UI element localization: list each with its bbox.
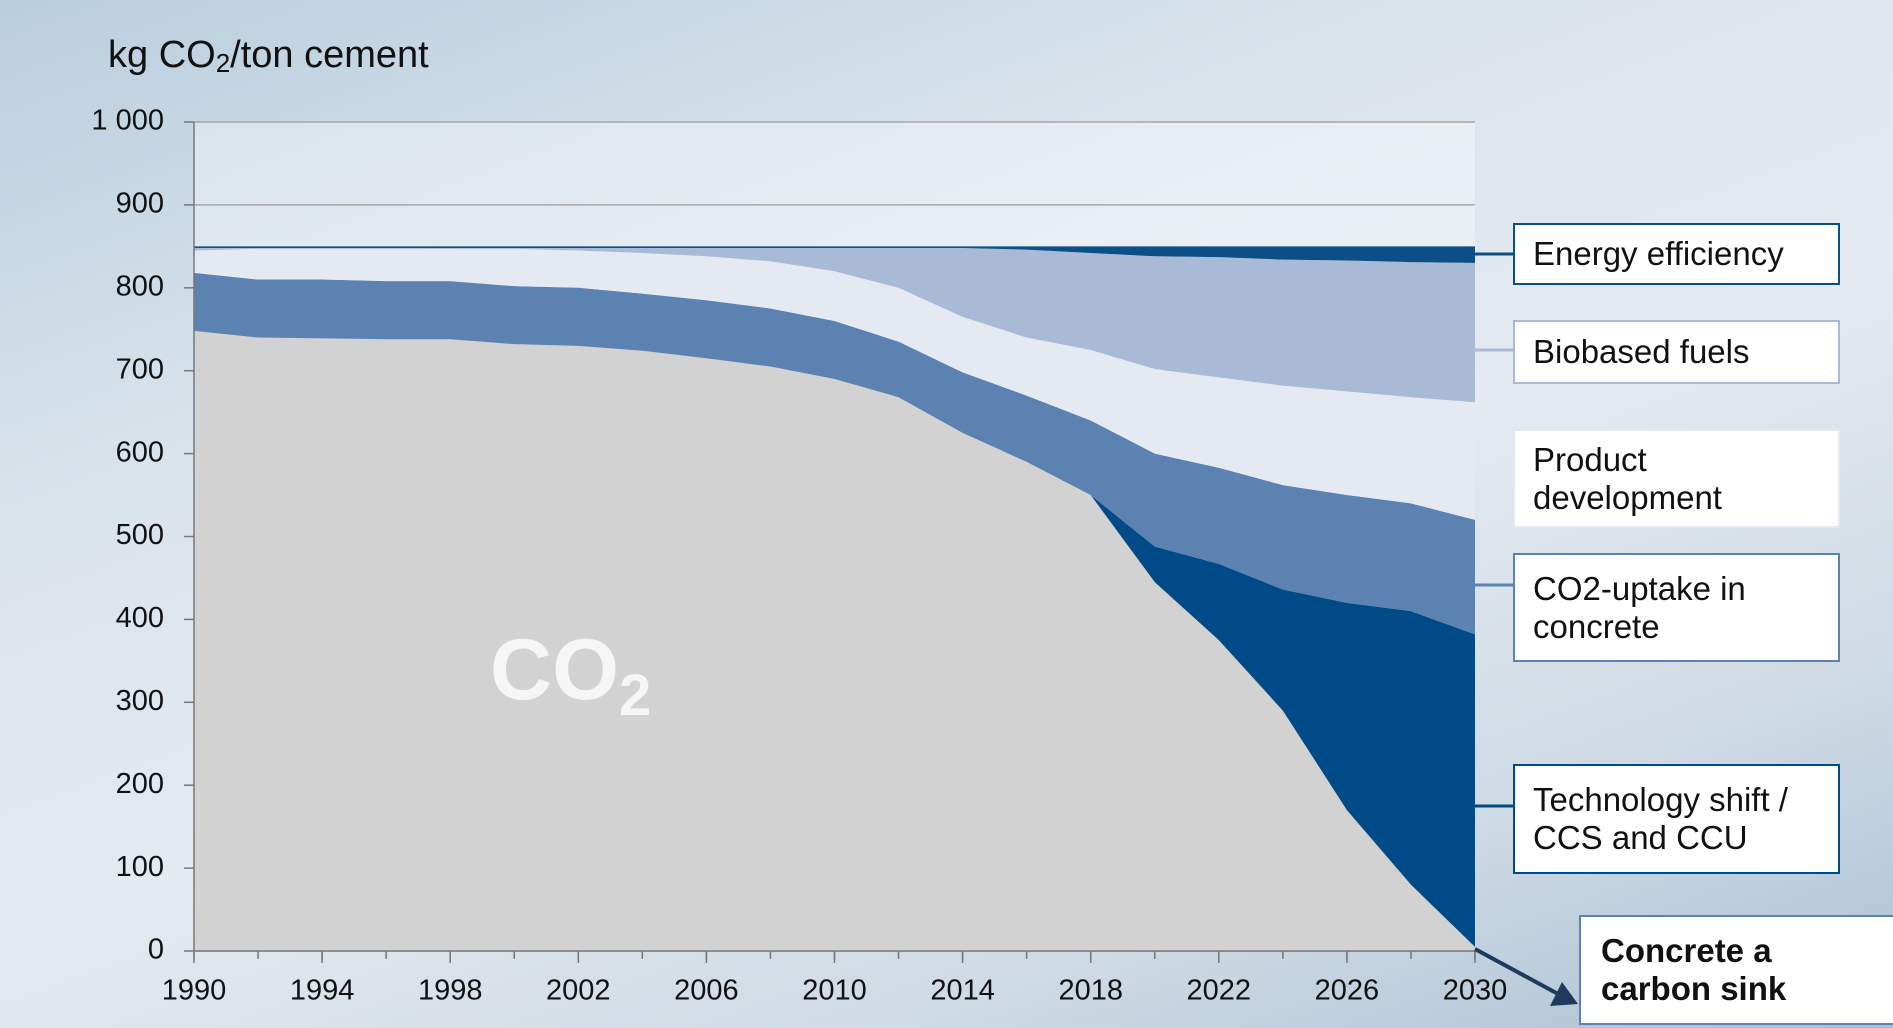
legend-entry: Energy efficiency xyxy=(1513,223,1840,285)
y-tick-label: 1 000 xyxy=(91,105,164,137)
y-tick-label: 200 xyxy=(116,768,164,800)
area xyxy=(194,330,1475,947)
callout-box: Concrete a carbon sink xyxy=(1579,915,1893,1025)
area xyxy=(194,246,1475,263)
x-tick-label: 2030 xyxy=(1443,975,1508,1007)
x-tick-label: 2026 xyxy=(1315,975,1380,1007)
y-axis-label-part: kg CO xyxy=(108,34,216,76)
y-tick-label: 500 xyxy=(116,519,164,551)
x-tick-label: 2018 xyxy=(1058,975,1123,1007)
y-tick-label: 100 xyxy=(116,851,164,883)
x-tick-label: 2006 xyxy=(674,975,739,1007)
x-tick-label: 1994 xyxy=(290,975,355,1007)
x-tick-label: 1990 xyxy=(162,975,227,1007)
y-tick-label: 800 xyxy=(116,270,164,302)
area-annotation-part: CO xyxy=(490,622,619,718)
y-axis-label-part: 2 xyxy=(216,48,230,78)
area xyxy=(194,248,1475,520)
area-annotation: CO2 xyxy=(490,622,651,729)
x-tick-label: 2010 xyxy=(802,975,867,1007)
legend-entry: Product development xyxy=(1513,429,1840,528)
x-tick-label: 2002 xyxy=(546,975,611,1007)
y-axis-label-part: /ton cement xyxy=(230,34,429,76)
legend-entry: CO2-uptake in concrete xyxy=(1513,553,1840,662)
area xyxy=(194,248,1475,403)
y-tick-label: 0 xyxy=(148,934,164,966)
area xyxy=(194,330,1475,952)
x-tick-label: 1998 xyxy=(418,975,483,1007)
x-tick-label: 2022 xyxy=(1187,975,1252,1007)
y-tick-label: 400 xyxy=(116,602,164,634)
x-tick-label: 2014 xyxy=(930,975,995,1007)
y-tick-label: 700 xyxy=(116,353,164,385)
callout-arrow xyxy=(1474,947,1561,997)
y-axis-label: kg CO2/ton cement xyxy=(108,34,429,78)
callout-arrowhead xyxy=(1550,982,1578,1006)
legend-entry: Technology shift / CCS and CCU xyxy=(1513,764,1840,874)
y-tick-label: 900 xyxy=(116,188,164,220)
area xyxy=(194,272,1475,635)
y-tick-label: 600 xyxy=(116,436,164,468)
area-annotation-part: 2 xyxy=(619,663,651,728)
legend-entry: Biobased fuels xyxy=(1513,320,1840,384)
y-tick-label: 300 xyxy=(116,685,164,717)
